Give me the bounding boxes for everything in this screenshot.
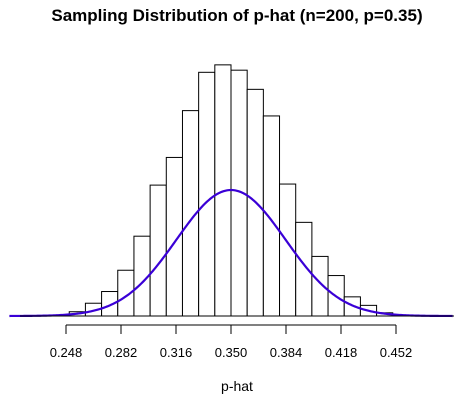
histogram-bar [149,184,167,317]
histogram-bar [165,156,183,317]
x-axis-label: p-hat [221,378,253,394]
histogram-bar [295,221,313,317]
histogram-bar [311,255,329,317]
x-tick-label: 0.384 [270,345,303,360]
x-tick-label: 0.452 [380,345,413,360]
x-tick-label: 0.418 [325,345,358,360]
density-curve [9,188,453,318]
histogram-bar [262,115,281,317]
chart-title: Sampling Distribution of p-hat (n=200, p… [51,6,422,25]
x-tick-label: 0.350 [215,345,248,360]
x-tick-label: 0.248 [50,345,83,360]
x-tick-label: 0.282 [105,345,138,360]
bars-layer [68,64,394,317]
histogram-bar [198,71,216,317]
x-tick-label: 0.316 [160,345,193,360]
x-axis: 0.248 0.282 0.316 0.350 0.384 0.418 0.452 [50,324,413,360]
